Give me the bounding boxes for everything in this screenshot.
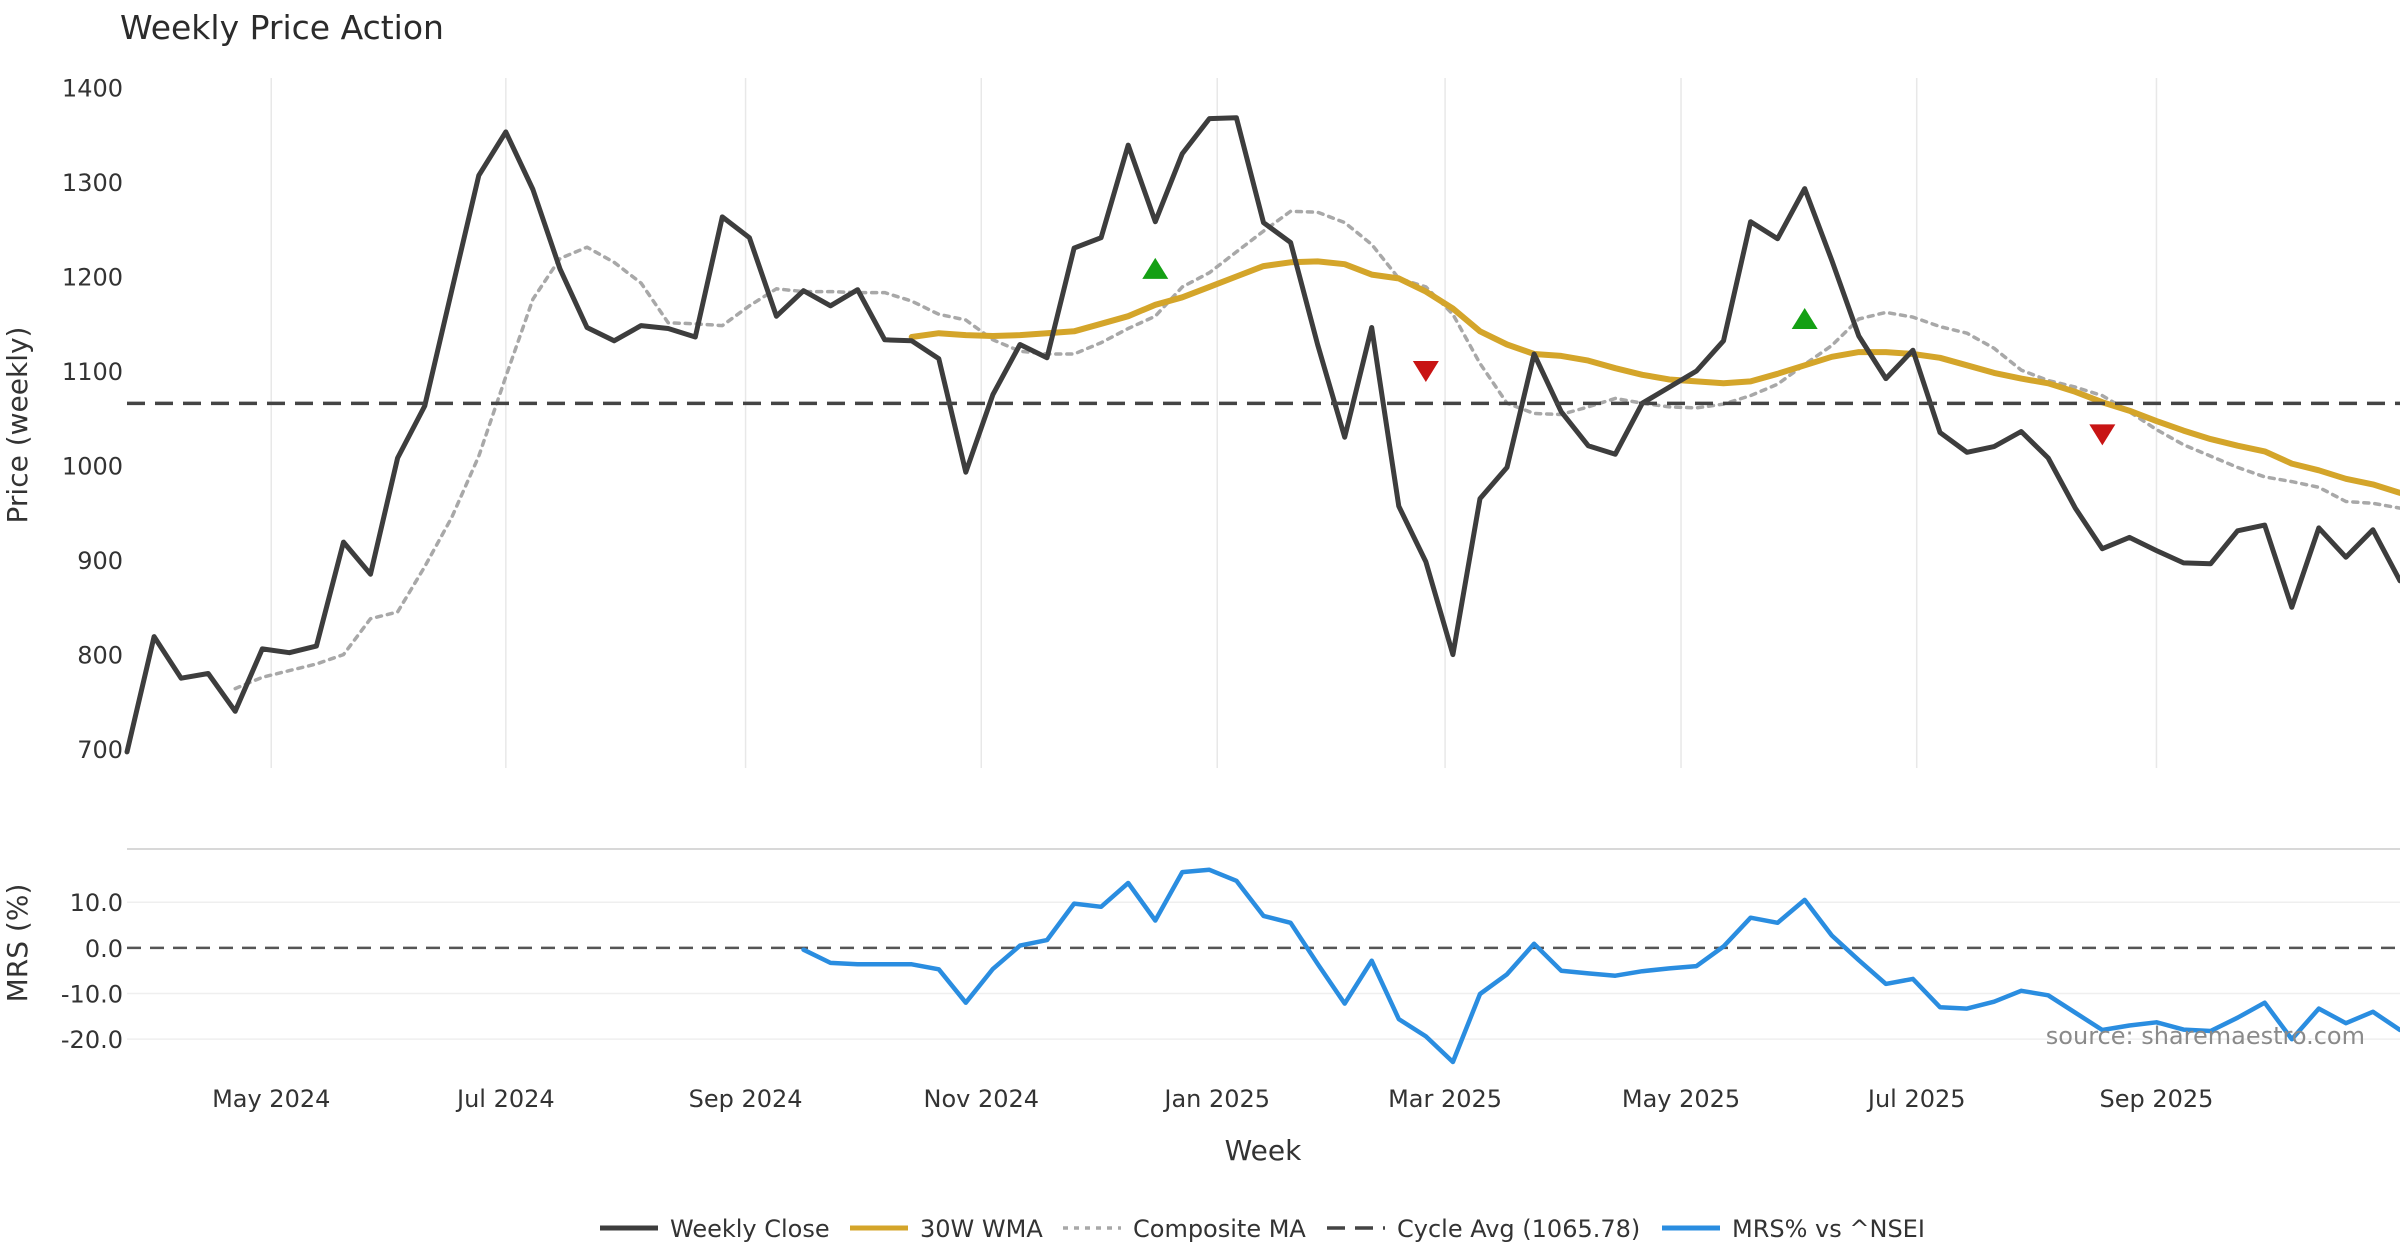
price-y-tick-label: 1200 — [62, 263, 123, 291]
x-axis-label: Week — [1225, 1134, 1302, 1167]
series-weekly-close — [124, 115, 2400, 755]
upper-gridlines — [270, 78, 2158, 768]
series-mrs-vs-nsei — [801, 867, 2400, 1065]
mrs-y-axis-ticks: 10.0 0.0 -10.0 -20.0 — [61, 889, 123, 1054]
price-y-tick-label: 1400 — [62, 74, 123, 102]
price-series-group — [124, 115, 2400, 755]
x-tick-label: Jul 2025 — [1866, 1085, 1966, 1113]
x-tick-label: Mar 2025 — [1388, 1085, 1502, 1113]
source-note: source: sharemaestro.com — [2046, 1022, 2365, 1050]
legend-label: 30W WMA — [920, 1215, 1043, 1243]
legend-label: Composite MA — [1133, 1215, 1306, 1243]
x-axis-ticks: May 2024 Jul 2024 Sep 2024 Nov 2024 Jan 2025… — [212, 1085, 2213, 1113]
series-30w-wma — [908, 258, 2400, 496]
x-tick-label: Jan 2025 — [1162, 1085, 1270, 1113]
x-tick-label: Nov 2024 — [923, 1085, 1039, 1113]
x-tick-label: Sep 2024 — [689, 1085, 803, 1113]
sell-signal-marker — [2089, 424, 2116, 446]
price-y-axis-ticks: 700 800 900 1000 1100 1200 1300 1400 — [62, 74, 123, 764]
sell-signal-marker — [1412, 361, 1439, 383]
lower-gridlines — [127, 901, 2400, 1040]
x-tick-label: May 2024 — [212, 1085, 330, 1113]
series-composite-ma — [233, 209, 2400, 691]
mrs-y-tick-label: 10.0 — [70, 889, 123, 917]
mrs-y-tick-label: -10.0 — [61, 981, 123, 1009]
x-tick-label: Jul 2024 — [455, 1085, 555, 1113]
chart-title: Weekly Price Action — [120, 8, 444, 47]
buy-signal-marker — [1791, 308, 1818, 330]
legend-label: Cycle Avg (1065.78) — [1397, 1215, 1640, 1243]
legend-label: MRS% vs ^NSEI — [1732, 1215, 1925, 1243]
signal-markers — [1142, 257, 2116, 446]
mrs-y-axis-label: MRS (%) — [1, 884, 34, 1003]
price-y-tick-label: 900 — [77, 547, 123, 575]
price-y-tick-label: 1100 — [62, 358, 123, 386]
buy-signal-marker — [1142, 257, 1169, 279]
x-tick-label: May 2025 — [1622, 1085, 1740, 1113]
legend-label: Weekly Close — [670, 1215, 830, 1243]
mrs-y-tick-label: -20.0 — [61, 1026, 123, 1054]
price-y-tick-label: 700 — [77, 736, 123, 764]
mrs-series-group — [127, 867, 2400, 1065]
mrs-y-tick-label: 0.0 — [85, 935, 123, 963]
price-y-axis-label: Price (weekly) — [1, 327, 34, 524]
price-y-tick-label: 1000 — [62, 453, 123, 481]
x-tick-label: Sep 2025 — [2099, 1085, 2213, 1113]
price-y-tick-label: 1300 — [62, 169, 123, 197]
price-y-tick-label: 800 — [77, 642, 123, 670]
legend: Weekly Close 30W WMA Composite MA Cycle Avg… — [600, 1215, 1925, 1243]
